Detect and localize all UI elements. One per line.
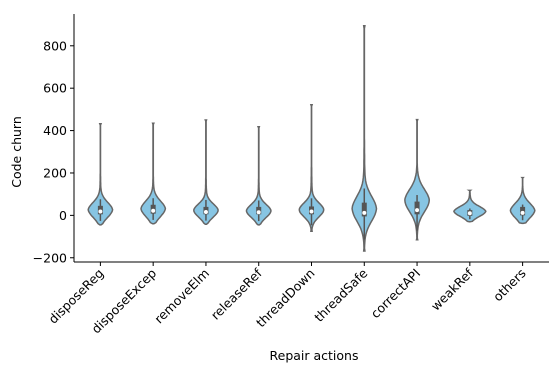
violin-body (87, 123, 114, 226)
violin-releaseRef (245, 126, 272, 226)
violin-body (351, 24, 378, 252)
violin-median (467, 211, 472, 216)
violin-median (309, 209, 314, 214)
violin-layer (87, 24, 536, 252)
violin-body (298, 103, 325, 233)
violin-box (414, 201, 420, 215)
y-tick-label: 800 (43, 38, 67, 53)
x-tick-label: threadSafe (311, 265, 370, 324)
violin-body (140, 122, 167, 225)
violin-median (362, 210, 367, 215)
violin-disposeExcep (140, 122, 167, 225)
violin-others (509, 176, 536, 225)
violin-disposeReg (87, 123, 114, 226)
violin-body (509, 176, 536, 225)
violin-median (98, 209, 103, 214)
x-axis-label: Repair actions (270, 348, 359, 363)
violin-correctAPI (404, 118, 430, 241)
y-tick-label: 600 (43, 81, 67, 96)
x-tick-label: others (490, 266, 529, 305)
violin-body (453, 189, 487, 223)
violin-body (404, 118, 430, 241)
y-tick-label: 200 (43, 165, 67, 180)
violin-removeElm (193, 119, 219, 226)
x-tick-label: correctAPI (368, 266, 424, 322)
y-tick-label: 0 (59, 208, 67, 223)
violin-median (415, 208, 420, 213)
violin-median (203, 209, 208, 214)
y-tick-label: 400 (43, 123, 67, 138)
violin-median (520, 210, 525, 215)
violin-weakRef (453, 189, 487, 223)
x-tick-label: weakRef (428, 265, 477, 314)
y-axis-label: Code churn (9, 116, 24, 188)
violin-threadDown (298, 103, 325, 233)
y-tick-label: −200 (33, 250, 67, 265)
violin-box (361, 202, 367, 217)
violin-threadSafe (351, 24, 378, 252)
x-tick-label: removeElm (151, 266, 212, 327)
x-tick-label: releaseRef (208, 265, 266, 323)
violin-body (245, 126, 272, 226)
violin-median (151, 208, 156, 213)
axes: −2000200400600800disposeRegdisposeExcepr… (33, 14, 549, 336)
violin-body (193, 119, 219, 226)
violin-median (256, 210, 261, 215)
